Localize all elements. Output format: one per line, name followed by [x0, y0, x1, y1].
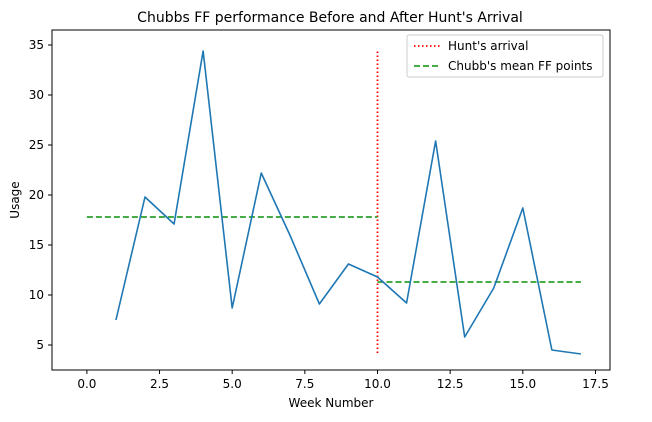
- series-line-0: [115, 50, 582, 355]
- legend-label-mean: Chubb's mean FF points: [448, 59, 593, 73]
- x-tick-label: 0.0: [77, 377, 96, 391]
- x-axis: 0.0 2.5 5.0 7.5 10.0 12.5 15.0 17.5: [77, 370, 609, 391]
- y-tick-label: 5: [36, 338, 44, 352]
- x-tick-label: 17.5: [582, 377, 609, 391]
- y-tick-label: 10: [29, 288, 44, 302]
- plot-area: [86, 50, 582, 355]
- legend-label-hunt-arrival: Hunt's arrival: [448, 39, 528, 53]
- x-tick-label: 12.5: [437, 377, 464, 391]
- y-tick-label: 30: [29, 88, 44, 102]
- chart-title: Chubbs FF performance Before and After H…: [137, 10, 523, 26]
- axes-frame: [51, 29, 611, 371]
- y-tick-label: 20: [29, 188, 44, 202]
- x-tick-label: 7.5: [295, 377, 314, 391]
- y-tick-label: 35: [29, 38, 44, 52]
- x-tick-label: 15.0: [509, 377, 536, 391]
- y-axis: 5 10 15 20 25 30 35: [29, 38, 52, 352]
- legend: Hunt's arrival Chubb's mean FF points: [406, 34, 604, 78]
- y-tick-label: 25: [29, 138, 44, 152]
- x-tick-label: 10.0: [364, 377, 391, 391]
- y-axis-label: Usage: [8, 181, 22, 218]
- x-tick-label: 2.5: [150, 377, 169, 391]
- x-tick-label: 5.0: [223, 377, 242, 391]
- legend-box: [406, 34, 604, 78]
- y-tick-label: 15: [29, 238, 44, 252]
- x-axis-label: Week Number: [289, 396, 374, 410]
